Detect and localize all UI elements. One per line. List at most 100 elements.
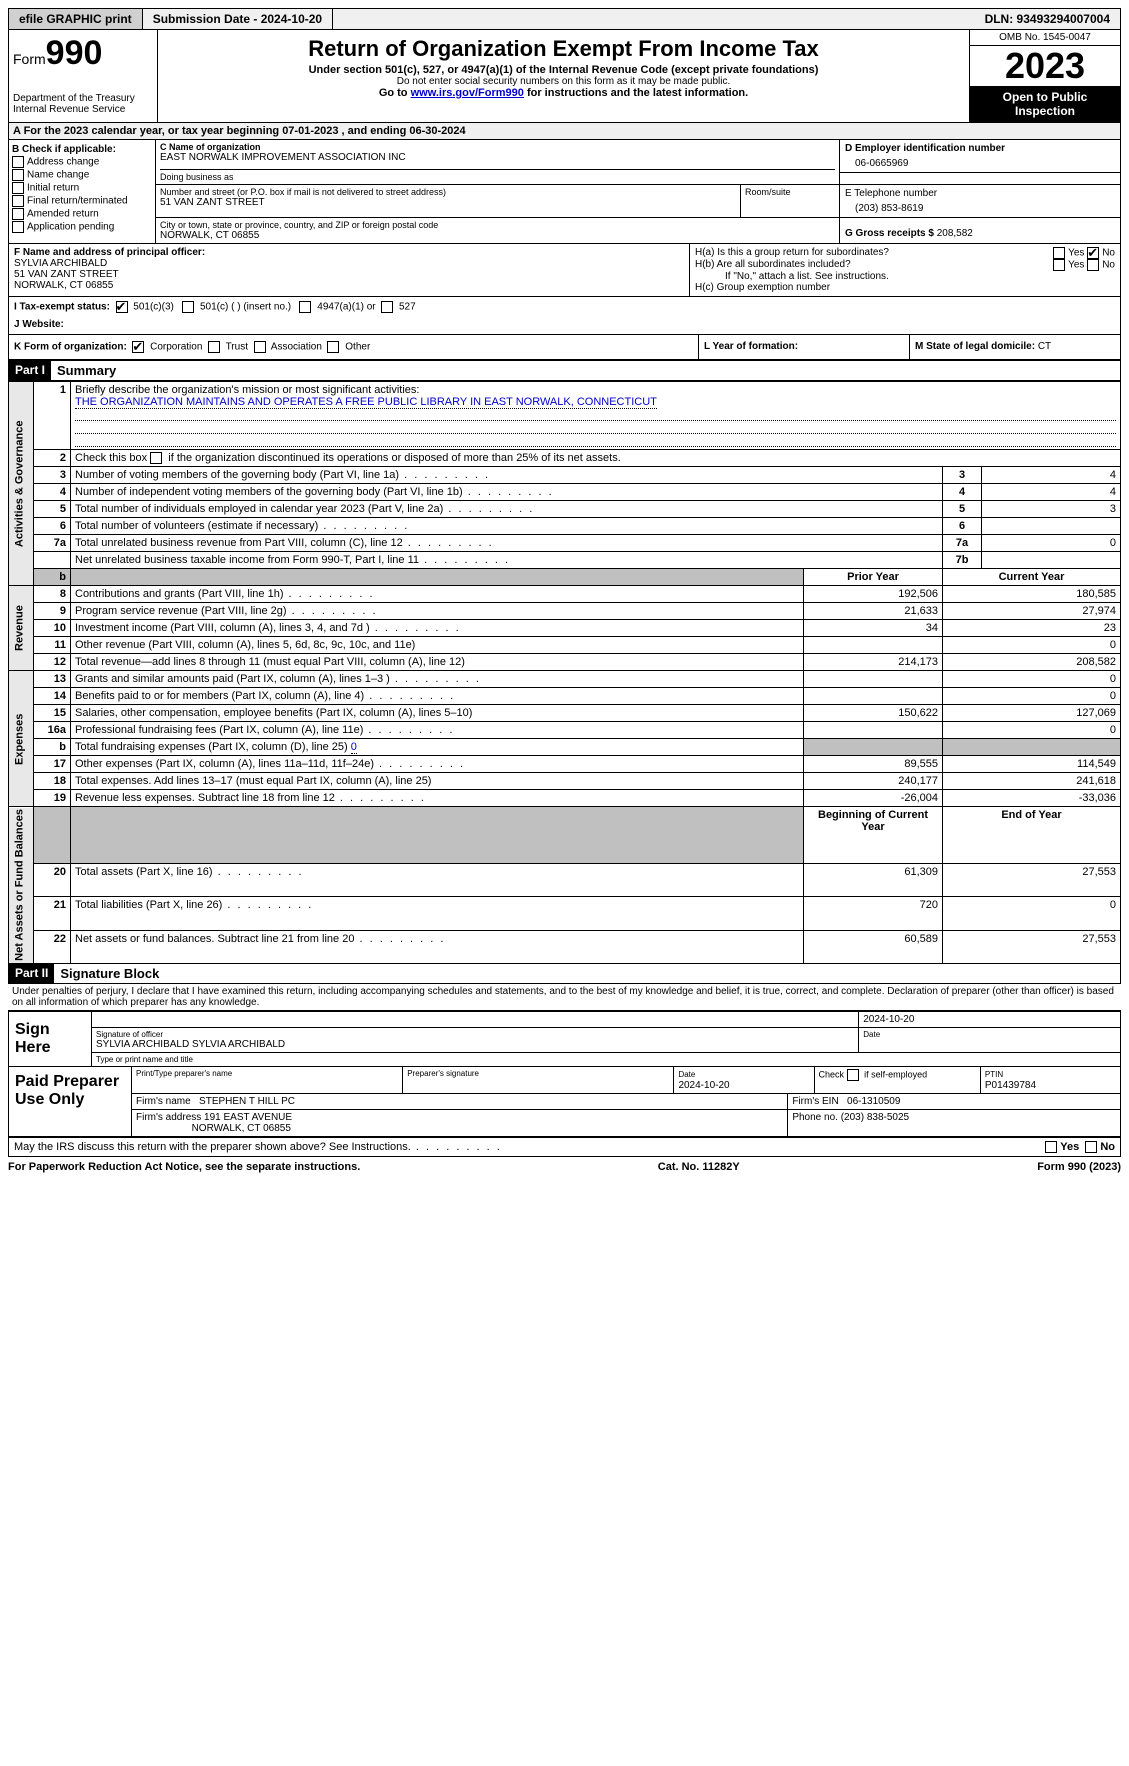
discuss-no[interactable] <box>1085 1141 1097 1153</box>
firm-addr-label: Firm's address <box>136 1112 201 1123</box>
col-c-org: C Name of organization EAST NORWALK IMPR… <box>156 140 1120 243</box>
phone-value: (203) 853-8619 <box>845 199 1115 214</box>
hb-note: If "No," attach a list. See instructions… <box>695 271 1115 282</box>
l17: Other expenses (Part IX, column (A), lin… <box>75 758 465 770</box>
cb-501c[interactable] <box>182 301 194 313</box>
side-net: Net Assets or Fund Balances <box>9 807 34 964</box>
l15: Salaries, other compensation, employee b… <box>75 707 472 719</box>
l3-label: Number of voting members of the governin… <box>75 469 490 481</box>
cb-discontinued[interactable] <box>150 452 162 464</box>
part1-header: Part I Summary <box>8 360 1121 381</box>
cb-501c3[interactable] <box>116 301 128 313</box>
p18: 240,177 <box>804 773 943 790</box>
ein-label: D Employer identification number <box>845 143 1115 154</box>
cb-assoc[interactable] <box>254 341 266 353</box>
discuss-text: May the IRS discuss this return with the… <box>14 1141 502 1153</box>
p9: 21,633 <box>804 603 943 620</box>
type-print-label: Type or print name and title <box>92 1053 1120 1066</box>
efile-print-button[interactable]: efile GRAPHIC print <box>9 9 143 29</box>
l2-text: Check this box <box>75 452 150 464</box>
l14: Benefits paid to or for members (Part IX… <box>75 690 455 702</box>
subtitle-1: Under section 501(c), 527, or 4947(a)(1)… <box>162 64 965 76</box>
p15: 150,622 <box>804 705 943 722</box>
page-footer: For Paperwork Reduction Act Notice, see … <box>8 1157 1121 1173</box>
block-b-c: B Check if applicable: Address change Na… <box>8 140 1121 244</box>
form-number: 990 <box>46 34 103 72</box>
cb-trust[interactable] <box>208 341 220 353</box>
sig-date-label: Date <box>859 1028 1120 1052</box>
f-officer: F Name and address of principal officer:… <box>9 244 689 296</box>
discuss-yes[interactable] <box>1045 1141 1057 1153</box>
footer-mid: Cat. No. 11282Y <box>658 1161 740 1173</box>
l20: Total assets (Part X, line 16) <box>75 866 304 878</box>
ha-yes[interactable] <box>1053 247 1065 259</box>
checkbox-pending[interactable] <box>12 221 24 233</box>
year-box: OMB No. 1545-0047 2023 Open to Public In… <box>969 30 1120 122</box>
checkbox-final-return[interactable] <box>12 195 24 207</box>
c12: 208,582 <box>943 654 1121 671</box>
ha-no[interactable] <box>1087 247 1099 259</box>
discuss-row: May the IRS discuss this return with the… <box>8 1138 1121 1157</box>
firm-ein-label: Firm's EIN <box>792 1096 838 1107</box>
hb-no[interactable] <box>1087 259 1099 271</box>
l5-label: Total number of individuals employed in … <box>75 503 534 515</box>
v7a: 0 <box>982 535 1121 552</box>
phone-label: E Telephone number <box>845 188 1115 199</box>
checkbox-initial-return[interactable] <box>12 182 24 194</box>
c15: 127,069 <box>943 705 1121 722</box>
cb-4947[interactable] <box>299 301 311 313</box>
p13 <box>804 671 943 688</box>
p8: 192,506 <box>804 586 943 603</box>
l8: Contributions and grants (Part VIII, lin… <box>75 588 375 600</box>
sig-officer-name: SYLVIA ARCHIBALD SYLVIA ARCHIBALD <box>96 1039 854 1050</box>
p16a <box>804 722 943 739</box>
c10: 23 <box>943 620 1121 637</box>
form-id-box: Form990 Department of the Treasury Inter… <box>9 30 158 122</box>
l10: Investment income (Part VIII, column (A)… <box>75 622 461 634</box>
hdr-curr: Current Year <box>943 569 1121 586</box>
cb-self-employed[interactable] <box>847 1069 859 1081</box>
hdr-beg: Beginning of Current Year <box>804 807 943 864</box>
col-b-title: B Check if applicable: <box>12 144 152 155</box>
row-k-l-m: K Form of organization: Corporation Trus… <box>8 335 1121 360</box>
l-year: L Year of formation: <box>698 335 909 359</box>
org-name: EAST NORWALK IMPROVEMENT ASSOCIATION INC <box>160 152 835 163</box>
addr-value: 51 VAN ZANT STREET <box>160 197 736 208</box>
l6-label: Total number of volunteers (estimate if … <box>75 520 409 532</box>
p17: 89,555 <box>804 756 943 773</box>
prep-name-label: Print/Type preparer's name <box>132 1067 403 1093</box>
part2-label: Part II <box>9 964 54 983</box>
c22: 27,553 <box>943 930 1121 963</box>
row-f-h: F Name and address of principal officer:… <box>8 244 1121 297</box>
l1-label: Briefly describe the organization's miss… <box>75 384 419 396</box>
irs-link[interactable]: www.irs.gov/Form990 <box>411 87 524 99</box>
side-governance: Activities & Governance <box>9 382 34 586</box>
checkbox-amended[interactable] <box>12 208 24 220</box>
p14 <box>804 688 943 705</box>
checkbox-address-change[interactable] <box>12 156 24 168</box>
checkbox-name-change[interactable] <box>12 169 24 181</box>
c16a: 0 <box>943 722 1121 739</box>
v5: 3 <box>982 501 1121 518</box>
i-status: I Tax-exempt status: 501(c)(3) 501(c) ( … <box>9 297 1120 334</box>
c8: 180,585 <box>943 586 1121 603</box>
cb-527[interactable] <box>381 301 393 313</box>
cb-other[interactable] <box>327 341 339 353</box>
signature-block: Sign Here 2024-10-20 Signature of office… <box>8 1010 1121 1138</box>
hb-yes[interactable] <box>1053 259 1065 271</box>
form-title-box: Return of Organization Exempt From Incom… <box>158 30 969 122</box>
firm-name: STEPHEN T HILL PC <box>199 1096 295 1107</box>
sign-here-label: Sign Here <box>9 1012 92 1066</box>
h-group: H(a) Is this a group return for subordin… <box>689 244 1120 296</box>
footer-right: Form 990 (2023) <box>1037 1161 1121 1173</box>
org-name-label: C Name of organization <box>160 142 261 152</box>
p12: 214,173 <box>804 654 943 671</box>
l9: Program service revenue (Part VIII, line… <box>75 605 378 617</box>
cb-corp[interactable] <box>132 341 144 353</box>
l12: Total revenue—add lines 8 through 11 (mu… <box>75 656 465 668</box>
p19: -26,004 <box>804 790 943 807</box>
footer-left: For Paperwork Reduction Act Notice, see … <box>8 1161 360 1173</box>
prep-sig-label: Preparer's signature <box>403 1067 674 1093</box>
c18: 241,618 <box>943 773 1121 790</box>
l4-label: Number of independent voting members of … <box>75 486 554 498</box>
